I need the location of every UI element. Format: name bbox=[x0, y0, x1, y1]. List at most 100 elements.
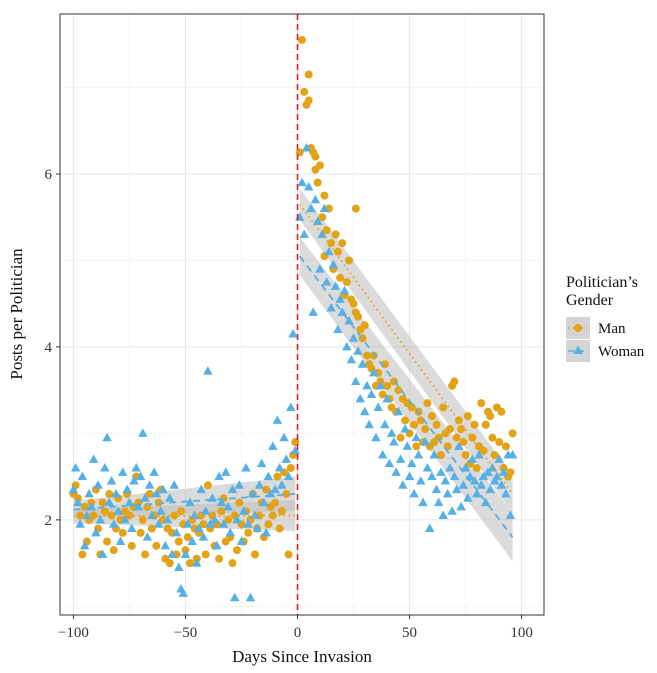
data-point-woman bbox=[279, 432, 289, 442]
data-point-man bbox=[264, 520, 273, 529]
data-point-woman bbox=[380, 419, 390, 429]
data-point-woman bbox=[476, 480, 487, 489]
data-point-man bbox=[436, 451, 445, 460]
data-point-woman bbox=[227, 484, 238, 494]
data-point-woman bbox=[303, 181, 314, 191]
data-point-woman bbox=[335, 294, 345, 303]
data-point-woman bbox=[156, 506, 166, 515]
data-point-woman bbox=[182, 519, 193, 528]
data-point-man bbox=[318, 213, 327, 222]
data-point-man bbox=[439, 403, 448, 412]
data-point-man bbox=[185, 559, 194, 568]
data-point-man bbox=[508, 429, 517, 438]
data-point-man bbox=[459, 438, 468, 447]
data-point-man bbox=[277, 507, 286, 516]
data-point-woman bbox=[232, 514, 242, 524]
data-point-woman bbox=[438, 510, 448, 520]
data-point-woman bbox=[371, 432, 381, 442]
data-point-man bbox=[427, 412, 436, 421]
data-point-woman bbox=[160, 540, 171, 550]
data-point-man bbox=[107, 511, 116, 520]
data-point-woman bbox=[328, 259, 339, 269]
data-point-woman bbox=[180, 549, 191, 558]
data-point-woman bbox=[272, 415, 283, 424]
data-point-woman bbox=[297, 177, 307, 187]
data-point-woman bbox=[373, 402, 383, 411]
data-point-woman bbox=[241, 462, 251, 472]
data-point-man bbox=[331, 230, 340, 239]
legend-label-man: Man bbox=[598, 321, 626, 337]
data-point-woman bbox=[256, 458, 267, 468]
data-point-woman bbox=[151, 488, 162, 498]
data-point-woman bbox=[274, 462, 285, 472]
data-point-woman bbox=[463, 493, 473, 502]
data-point-woman bbox=[424, 523, 435, 533]
data-point-woman bbox=[507, 450, 518, 459]
data-point-woman bbox=[407, 458, 417, 468]
data-point-woman bbox=[317, 229, 327, 239]
data-point-woman bbox=[79, 540, 90, 550]
data-point-woman bbox=[351, 376, 361, 386]
data-point-woman bbox=[200, 506, 211, 515]
data-point-man bbox=[351, 204, 360, 213]
data-point-woman bbox=[420, 437, 430, 446]
legend-key-woman-marker bbox=[573, 345, 583, 354]
data-point-man bbox=[268, 511, 277, 520]
fit-lines bbox=[73, 203, 514, 538]
data-point-man bbox=[152, 541, 161, 550]
data-point-man bbox=[354, 312, 363, 321]
data-point-woman bbox=[440, 475, 451, 485]
data-point-man bbox=[322, 226, 331, 235]
data-point-man bbox=[273, 472, 282, 481]
data-point-man bbox=[412, 442, 421, 451]
data-point-woman bbox=[70, 462, 81, 472]
legend-title-line-1: Politician’s bbox=[566, 274, 638, 291]
data-point-woman bbox=[355, 393, 366, 403]
data-point-woman bbox=[337, 307, 348, 316]
data-point-woman bbox=[324, 246, 334, 256]
data-point-woman bbox=[198, 532, 209, 541]
data-point-man bbox=[470, 420, 479, 429]
data-point-woman bbox=[205, 519, 215, 528]
data-point-man bbox=[349, 299, 358, 308]
data-point-woman bbox=[377, 450, 388, 459]
data-point-woman bbox=[75, 519, 85, 528]
data-point-man bbox=[336, 273, 345, 282]
data-point-man bbox=[463, 412, 472, 421]
data-point-woman bbox=[203, 366, 213, 375]
data-point-woman bbox=[221, 467, 231, 476]
data-point-man bbox=[215, 554, 224, 563]
data-point-woman bbox=[214, 471, 224, 481]
data-point-woman bbox=[142, 532, 153, 541]
data-point-woman bbox=[140, 493, 150, 502]
data-point-woman bbox=[310, 194, 321, 204]
data-point-man bbox=[165, 559, 174, 568]
data-point-man bbox=[203, 481, 212, 490]
data-point-man bbox=[233, 546, 242, 555]
data-point-woman bbox=[225, 527, 236, 537]
data-point-woman bbox=[97, 549, 108, 558]
data-point-woman bbox=[436, 467, 446, 476]
data-point-woman bbox=[189, 510, 200, 520]
data-point-woman bbox=[109, 519, 119, 528]
data-point-woman bbox=[234, 480, 245, 489]
data-point-man bbox=[103, 537, 112, 546]
data-point-woman bbox=[126, 523, 137, 533]
data-point-woman bbox=[135, 471, 146, 481]
data-point-woman bbox=[386, 428, 397, 437]
data-point-man bbox=[338, 239, 347, 248]
data-point-woman bbox=[445, 462, 455, 472]
data-point-woman bbox=[364, 419, 374, 429]
data-point-woman bbox=[104, 497, 115, 507]
data-point-woman bbox=[93, 480, 103, 489]
data-point-woman bbox=[124, 497, 135, 507]
data-point-man bbox=[394, 386, 403, 395]
y-axis-ticks: 2 4 6 bbox=[45, 167, 60, 529]
data-point-man bbox=[235, 498, 244, 507]
data-point-woman bbox=[144, 480, 155, 489]
plot-panel-border bbox=[59, 13, 545, 616]
data-point-man bbox=[284, 550, 293, 559]
data-point-woman bbox=[268, 441, 278, 450]
data-point-man bbox=[407, 403, 416, 412]
